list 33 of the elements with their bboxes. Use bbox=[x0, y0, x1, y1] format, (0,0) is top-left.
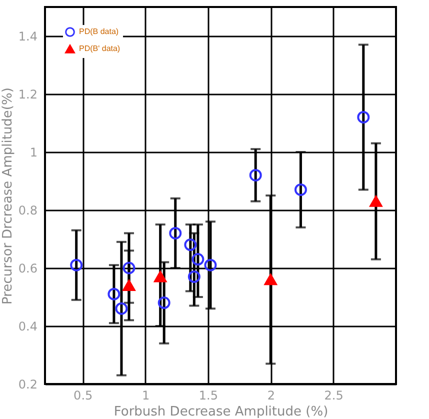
point bbox=[249, 168, 262, 182]
point bbox=[154, 271, 167, 282]
x-tick-label: 2 bbox=[267, 388, 275, 402]
point bbox=[188, 270, 200, 283]
point bbox=[294, 183, 307, 196]
point bbox=[370, 196, 382, 207]
y-tick-label: 1.4 bbox=[18, 30, 38, 44]
point bbox=[108, 288, 120, 300]
point bbox=[70, 258, 83, 272]
y-tick-label: 0.4 bbox=[18, 320, 38, 334]
y-tick-label: 1.2 bbox=[18, 88, 38, 102]
y-tick-label: 0.2 bbox=[18, 378, 38, 392]
x-tick-label: 1.5 bbox=[198, 388, 218, 402]
point bbox=[192, 253, 204, 266]
point bbox=[122, 280, 136, 291]
point bbox=[169, 226, 182, 240]
point bbox=[158, 296, 170, 310]
x-tick-label: 1 bbox=[142, 388, 150, 402]
y-tick-label: 1 bbox=[30, 146, 38, 160]
point bbox=[122, 262, 136, 274]
x-tick-label: 2.5 bbox=[324, 388, 344, 402]
point bbox=[115, 302, 128, 315]
y-tick-label: 0.6 bbox=[18, 262, 38, 276]
x-tick-label: 0.5 bbox=[74, 388, 93, 402]
x-axis-title: Forbush Decrease Amplitude (%) bbox=[114, 404, 328, 419]
point bbox=[184, 238, 197, 252]
point bbox=[264, 274, 277, 286]
legend-label: PD(B data) bbox=[79, 27, 119, 36]
point bbox=[204, 258, 217, 272]
y-axis-title: Precursor Drcrease Amplitude(%) bbox=[0, 88, 16, 304]
y-tick-label: 0.8 bbox=[18, 204, 38, 218]
legend-label: PD(B' data) bbox=[79, 44, 120, 53]
point bbox=[357, 110, 370, 124]
